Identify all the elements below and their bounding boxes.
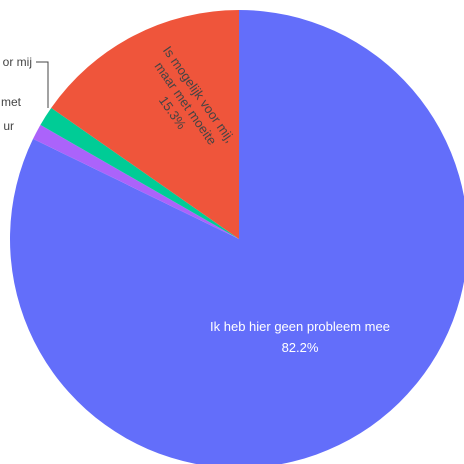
blue-label-line2: 82.2% xyxy=(282,340,319,355)
leader-line-upper xyxy=(36,61,49,108)
outside-label-lower-line1: met xyxy=(1,95,22,109)
blue-label-line1: Ik heb hier geen probleem mee xyxy=(210,319,390,334)
pie-slices xyxy=(10,10,464,464)
pie-slice-1 xyxy=(33,124,240,239)
outside-label-lower-line2: ur xyxy=(3,119,14,133)
pie-slice-0 xyxy=(10,10,464,464)
outside-label-upper: or mij xyxy=(3,55,32,69)
pie-slice-3 xyxy=(51,10,239,239)
pie-slice-2 xyxy=(40,107,239,239)
